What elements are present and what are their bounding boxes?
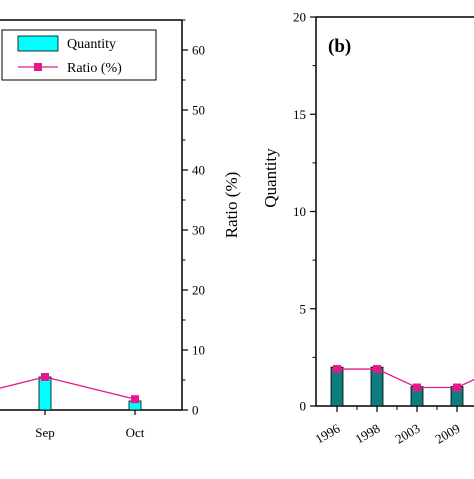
panel-a-y2-tick-label: 40: [192, 163, 205, 178]
panel-b-y-tick-label: 5: [300, 301, 307, 316]
panel-a-ratio-line: [0, 376, 136, 400]
panel-b-x-tick-label: 2003: [392, 421, 422, 447]
panel-a-legend-bar-swatch: [17, 35, 59, 52]
panel-b-tag: (b): [328, 36, 351, 57]
panel-a-x-tick-label: Sep: [35, 425, 55, 440]
panel-b-y-tick-label: 20: [293, 10, 306, 25]
panel-a-legend-marker-swatch: [34, 63, 42, 71]
panel-a-y2-tick-label: 0: [192, 403, 199, 418]
panel-a-y2-tick-label: 20: [192, 283, 205, 298]
panel-b-ratio-marker: [413, 383, 421, 392]
panel-a-ratio-marker: [131, 395, 139, 404]
panel-a-x-tick-label: Oct: [126, 425, 145, 440]
panel-b-ratio-marker: [453, 383, 461, 392]
panel-a-y2-tick-label: 50: [192, 103, 205, 118]
panel-b-y-tick-label: 15: [293, 107, 306, 122]
panel-a-y2-axis-title: Ratio (%): [222, 172, 241, 239]
panel-a-y2-tick-label: 60: [192, 43, 205, 58]
panel-a-legend: Quantity Ratio (%): [1, 29, 157, 81]
panel-b-ratio-marker: [333, 365, 341, 374]
panel-a-y2-tick-label: 30: [192, 223, 205, 238]
panel-b-ratio-marker: [373, 365, 381, 374]
panel-b-y-tick-label: 0: [300, 399, 307, 414]
panel-a-quantity-bar: [38, 376, 52, 411]
panel-a-y2-tick-label: 10: [192, 343, 205, 358]
panel-b-y-tick-label: 10: [293, 204, 306, 219]
panel-a-legend-ratio-label: Ratio (%): [67, 61, 122, 76]
panel-b-y-axis-title: Quantity: [261, 148, 280, 208]
panel-a-legend-quantity-label: Quantity: [67, 37, 116, 52]
panel-b-x-tick-label: 2009: [432, 421, 462, 447]
panel-b-x-tick-label: 1996: [312, 420, 342, 446]
panel-a-ratio-marker: [41, 373, 49, 381]
panel-b-x-tick-label: 1998: [352, 421, 382, 447]
